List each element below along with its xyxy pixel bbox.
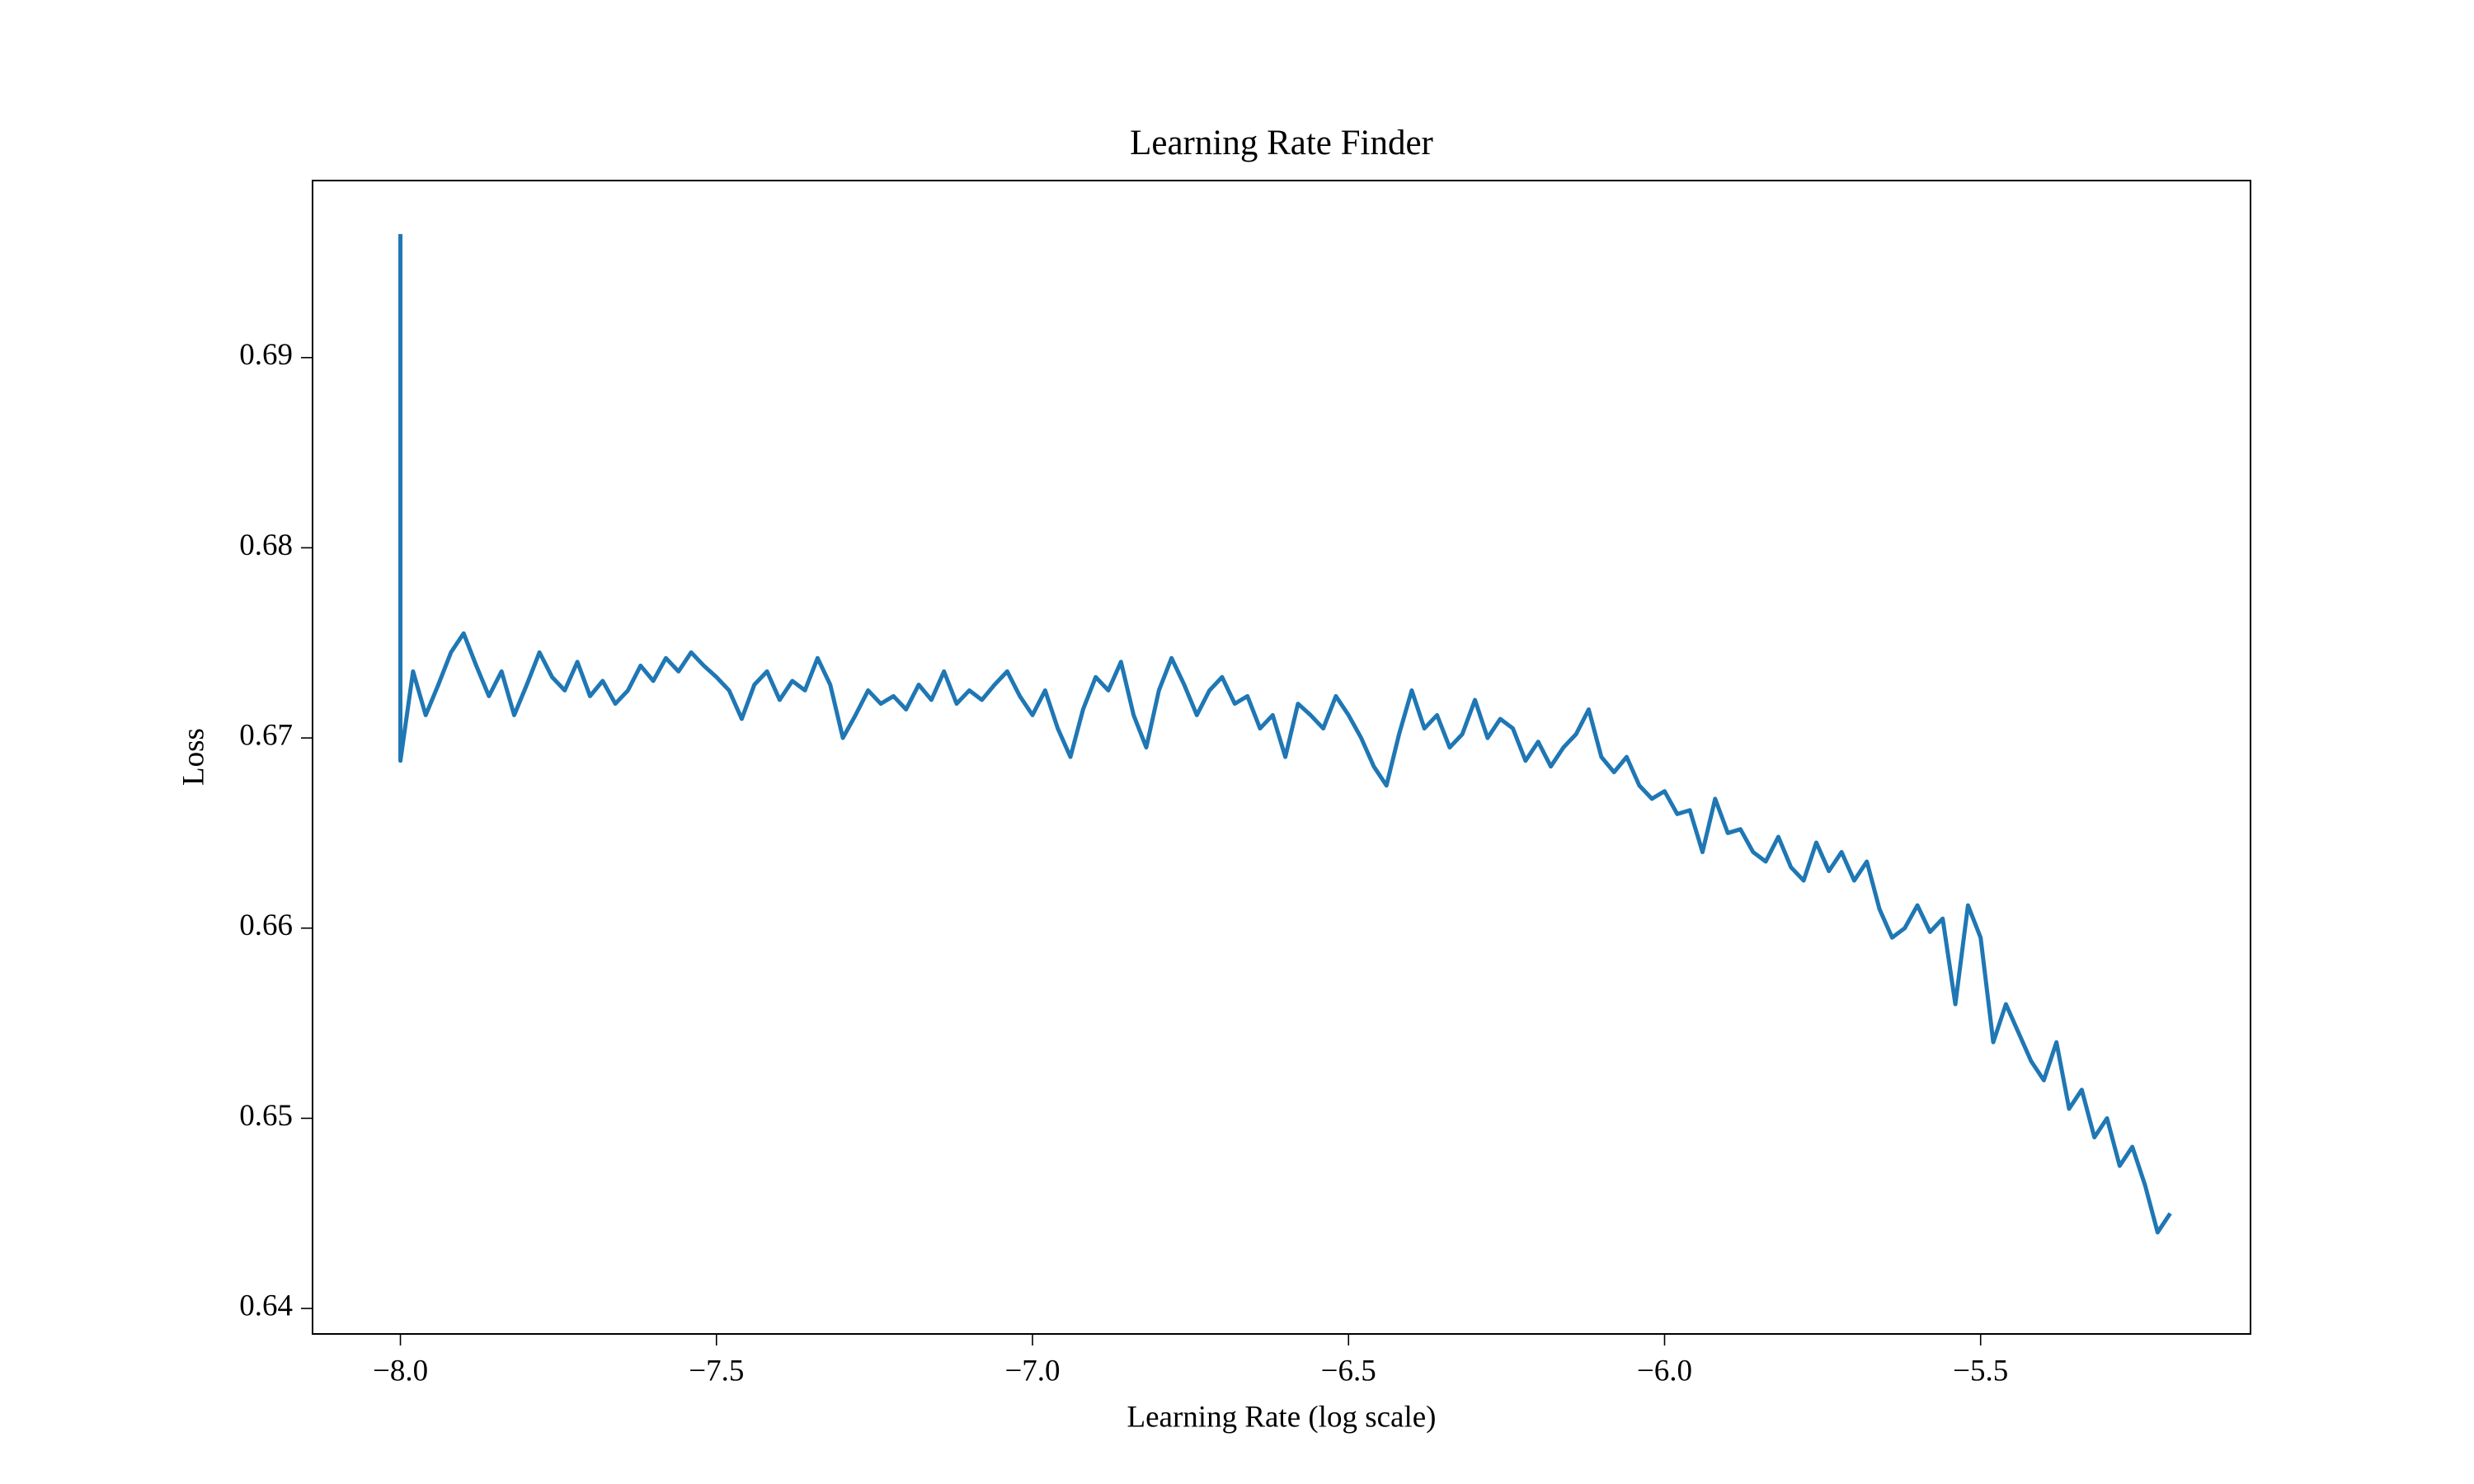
y-tick-label: 0.66: [239, 909, 293, 942]
x-tick-label: −7.5: [689, 1354, 744, 1388]
x-tick-label: −7.0: [1004, 1354, 1060, 1388]
x-tick-label: −6.0: [1637, 1354, 1692, 1388]
x-tick-label: −6.5: [1321, 1354, 1376, 1388]
y-tick-label: 0.69: [239, 338, 293, 372]
x-tick-label: −5.5: [1953, 1354, 2008, 1388]
y-tick-label: 0.68: [239, 528, 293, 562]
x-axis-label: Learning Rate (log scale): [1127, 1400, 1437, 1434]
y-axis-label: Loss: [176, 728, 210, 786]
plot-frame: [312, 180, 2251, 1335]
chart-title: Learning Rate Finder: [1130, 124, 1433, 162]
y-tick-label: 0.65: [239, 1099, 293, 1133]
y-tick-label: 0.64: [239, 1289, 293, 1323]
x-tick-label: −8.0: [373, 1354, 428, 1388]
loss-line: [398, 233, 2172, 1235]
y-tick-label: 0.67: [239, 719, 293, 753]
